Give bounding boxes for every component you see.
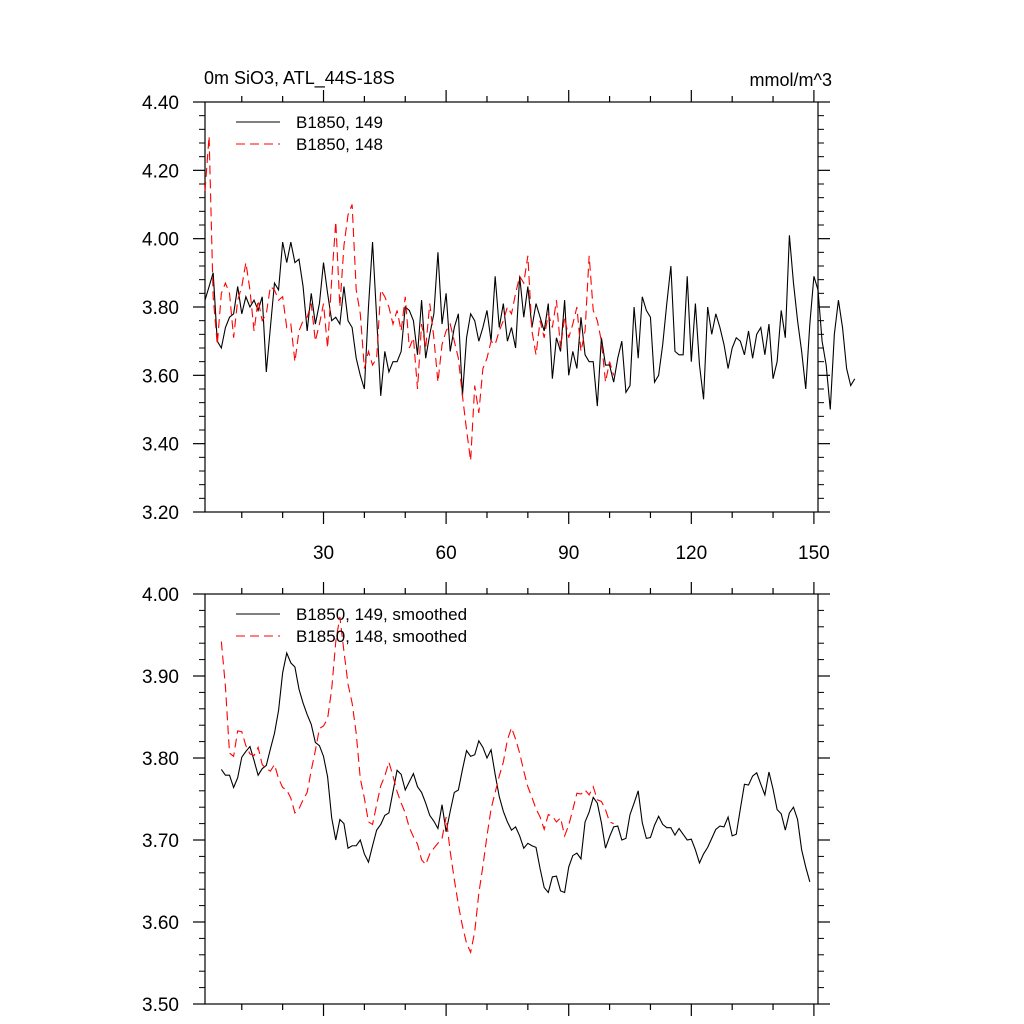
series-line-149 xyxy=(220,651,811,894)
y-tick-label: 3.80 xyxy=(142,298,179,319)
x-tick-label: 60 xyxy=(436,543,457,564)
series-line-148 xyxy=(220,616,614,955)
x-tick-label: 150 xyxy=(798,543,830,564)
plot-frame xyxy=(204,101,819,513)
chart-title: 0m SiO3, ATL_44S-18S xyxy=(204,68,395,89)
y-tick-label: 3.80 xyxy=(142,749,179,770)
x-tick-label: 90 xyxy=(558,543,579,564)
plot-frame xyxy=(204,593,819,1005)
chart-units: mmol/m^3 xyxy=(750,70,832,90)
legend-label: B1850, 149 xyxy=(296,113,383,132)
y-tick-label: 4.20 xyxy=(142,161,179,182)
y-tick-label: 3.70 xyxy=(142,831,179,852)
y-tick-label: 4.00 xyxy=(142,230,179,251)
y-tick-label: 3.90 xyxy=(142,667,179,688)
legend-label: B1850, 148 xyxy=(296,135,383,154)
legend-label: B1850, 149, smoothed xyxy=(296,605,467,624)
y-tick-label: 4.40 xyxy=(142,93,179,114)
series-line-149 xyxy=(204,235,856,410)
y-tick-label: 4.00 xyxy=(142,585,179,606)
y-tick-label: 3.50 xyxy=(142,995,179,1016)
bottom-panel: 3.50 3.60 3.70 3.80 3.90 4.00 B1850, 149, smoo… xyxy=(142,582,830,1016)
y-tick-label: 3.60 xyxy=(142,366,179,387)
y-tick-label: 3.40 xyxy=(142,435,179,456)
series-line-148 xyxy=(204,136,615,461)
x-tick-label: 120 xyxy=(675,543,707,564)
x-tick-label: 30 xyxy=(313,543,334,564)
legend-label: B1850, 148, smoothed xyxy=(296,627,467,646)
y-tick-label: 3.60 xyxy=(142,913,179,934)
top-panel: 3.20 3.40 3.60 3.80 4.00 4.20 4.40 30 60 90 120 150… xyxy=(142,90,856,564)
y-tick-label: 3.20 xyxy=(142,503,179,524)
